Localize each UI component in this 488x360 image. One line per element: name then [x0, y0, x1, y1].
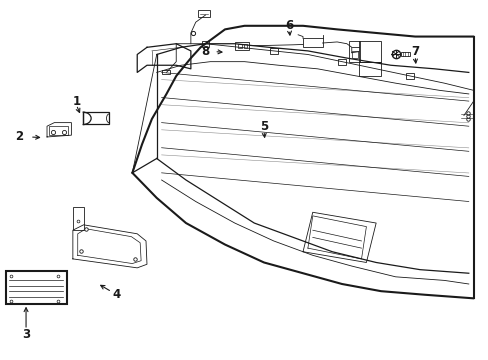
Text: 7: 7: [410, 45, 418, 58]
Bar: [337, 59, 345, 64]
Bar: [348, 41, 359, 62]
Bar: [5, 271, 66, 304]
Bar: [82, 112, 109, 125]
Text: 5: 5: [259, 120, 267, 133]
Text: 8: 8: [201, 45, 209, 58]
Bar: [201, 41, 209, 46]
Bar: [406, 73, 413, 79]
Bar: [243, 44, 247, 48]
Bar: [400, 52, 409, 55]
Text: 1: 1: [72, 95, 80, 108]
Bar: [73, 207, 83, 230]
Bar: [358, 62, 380, 76]
Text: 6: 6: [285, 19, 293, 32]
Bar: [161, 69, 170, 74]
Bar: [49, 126, 68, 135]
Text: 2: 2: [15, 130, 23, 144]
Bar: [198, 10, 210, 17]
Bar: [358, 41, 380, 62]
Bar: [234, 42, 249, 50]
Text: 3: 3: [22, 328, 30, 341]
Bar: [351, 51, 357, 58]
Text: 4: 4: [112, 288, 121, 301]
Bar: [237, 44, 241, 48]
Bar: [269, 48, 277, 54]
